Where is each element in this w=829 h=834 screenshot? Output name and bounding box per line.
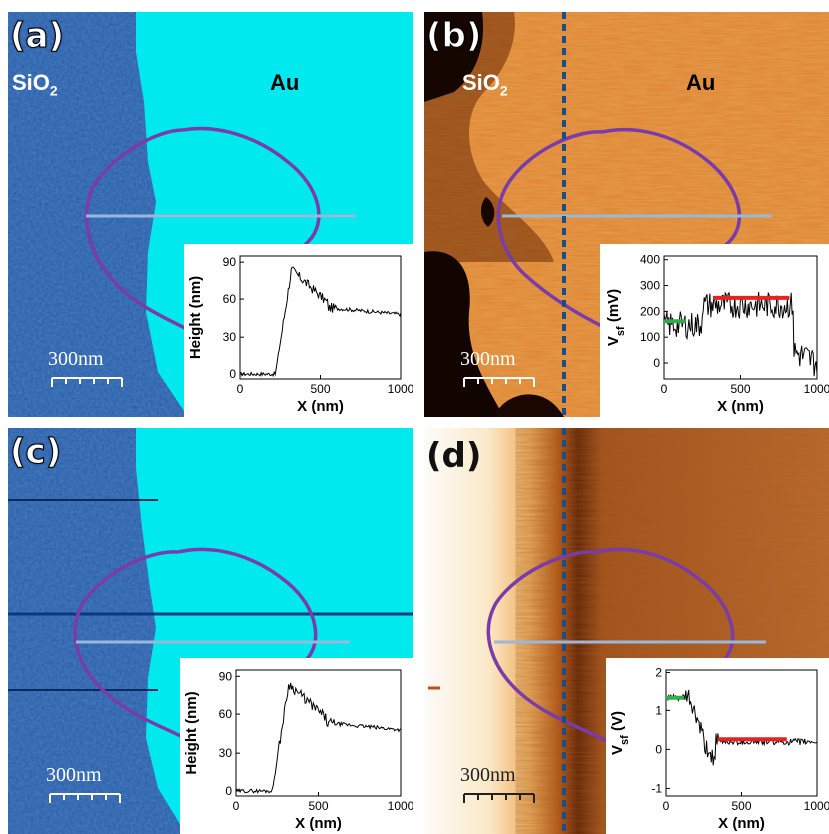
panel-label-b: (b) [425, 16, 482, 57]
scale-text-c: 300nm [46, 764, 102, 786]
x-tick-label: 0 [237, 382, 244, 396]
au-label-a: Au [270, 70, 300, 95]
trace-line [665, 689, 818, 766]
y-tick-label: 0 [229, 367, 236, 381]
scale-text-d: 300nm [460, 764, 516, 786]
y-tick-label: 400 [640, 253, 660, 267]
inset-plot-b: 0 500 1000 0 100 200 300 400 X (nm) Vsf (mV) [600, 244, 829, 417]
y-tick-label: 0 [225, 784, 232, 798]
trace-line [663, 291, 818, 377]
x-tick-label: 0 [661, 382, 668, 396]
y-tick-label: 0 [655, 742, 662, 756]
panel-c: (c) 300nm 0 500 1000 0 30 60 90 X (nm) Height (n… [8, 428, 413, 834]
panel-label-d: (d) [426, 436, 482, 476]
y-tick-label: 300 [640, 279, 660, 293]
panel-a: (a) SiO2 Au 300nm 0 500 1000 0 30 60 90 X (nm) H… [8, 12, 413, 417]
scale-bar-d [463, 793, 535, 803]
panel-label-a: (a) [9, 16, 65, 57]
inset-plot-a: 0 500 1000 0 30 60 90 X (nm) Height (nm) [184, 244, 413, 417]
y-tick-label: 60 [223, 292, 237, 306]
y-axis-label: Vsf (mV) [605, 289, 627, 346]
y-tick-label: 30 [223, 330, 237, 344]
y-tick-label: 90 [219, 669, 233, 683]
panel-label-c: (c) [9, 432, 62, 473]
scale-bar-b [463, 377, 535, 387]
x-axis-label: X (nm) [717, 398, 764, 415]
panel-b: (b) SiO2 Au 300nm 0 500 1000 0 100 200 300 400 X… [424, 12, 829, 417]
trace-line [239, 266, 402, 377]
y-tick-label: 90 [223, 255, 237, 269]
y-tick-label: 1 [655, 703, 662, 717]
inset-plot-c: 0 500 1000 0 30 60 90 X (nm) Height (nm) [180, 658, 413, 834]
x-tick-label: 1000 [804, 382, 829, 396]
sio2-label-a: SiO2 [12, 70, 58, 99]
y-tick-label: 100 [640, 330, 660, 344]
x-tick-label: 1000 [804, 799, 829, 813]
x-axis-label: X (nm) [295, 815, 342, 832]
x-tick-label: 1000 [388, 382, 413, 396]
x-axis-label: X (nm) [718, 815, 765, 832]
scale-text-a: 300nm [48, 348, 104, 370]
plot-frame [663, 255, 818, 380]
x-tick-label: 500 [310, 382, 330, 396]
inset-plot-d: 0 500 1000 -1 0 1 2 X (nm) Vsf (V) [606, 658, 829, 834]
topography-image-a [8, 12, 413, 417]
x-tick-label: 500 [730, 382, 750, 396]
scale-bar-a [51, 377, 123, 387]
plot-frame [665, 669, 818, 797]
x-tick-label: 0 [233, 799, 240, 813]
plot-frame [235, 669, 402, 797]
scale-bar-c [49, 793, 121, 803]
y-tick-label: 2 [655, 666, 662, 680]
x-tick-label: 500 [308, 799, 328, 813]
plot-frame [239, 255, 402, 380]
y-tick-label: 0 [653, 356, 660, 370]
x-tick-label: 1000 [388, 799, 413, 813]
scale-text-b: 300nm [460, 348, 516, 370]
panel-d: (d) 300nm 0 500 1000 -1 0 1 2 X (nm) Vsf (V) [424, 428, 829, 834]
x-tick-label: 500 [731, 799, 751, 813]
y-tick-label: 60 [219, 707, 233, 721]
y-tick-label: 30 [219, 746, 233, 760]
y-tick-label: -1 [651, 781, 662, 795]
y-axis-label: Height (nm) [183, 691, 200, 774]
trace-line [235, 682, 402, 794]
au-label-b: Au [686, 70, 716, 95]
x-tick-label: 0 [663, 799, 670, 813]
y-tick-label: 200 [640, 304, 660, 318]
x-axis-label: X (nm) [297, 398, 344, 415]
y-axis-label: Height (nm) [187, 276, 204, 359]
sio2-label-b: SiO2 [462, 70, 508, 99]
y-axis-label: Vsf (V) [609, 711, 631, 755]
